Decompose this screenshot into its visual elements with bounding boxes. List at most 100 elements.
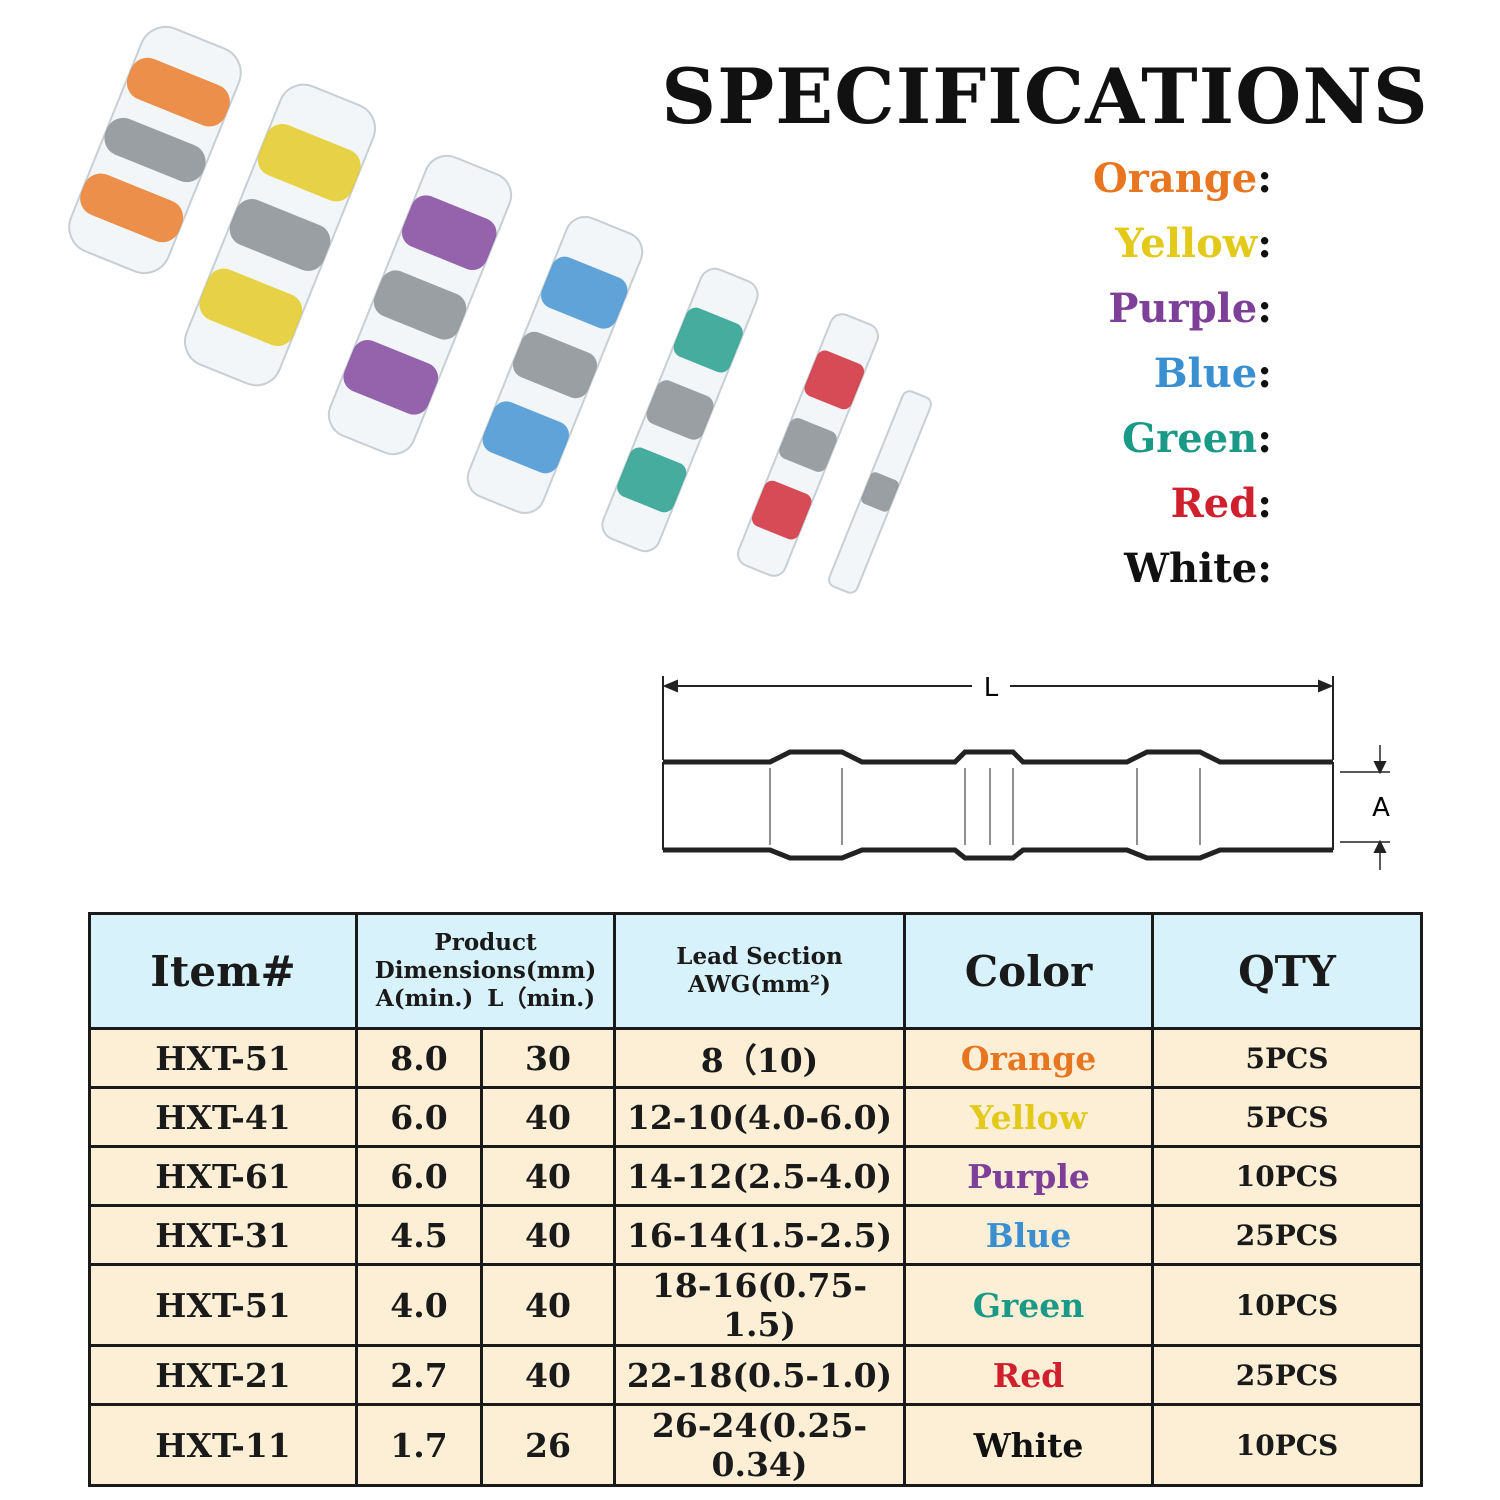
connector	[601, 267, 759, 553]
solder-band	[861, 472, 899, 512]
key-row: Yellow:	[1000, 220, 1272, 285]
table-cell: 4.0	[355, 1263, 483, 1347]
table-cell: Green	[903, 1263, 1155, 1347]
key-separator: :	[1257, 415, 1272, 462]
table-cell: HXT-51	[88, 1027, 358, 1089]
table-cell: 26	[479, 1403, 617, 1487]
key-label: Blue	[1153, 350, 1258, 397]
table-cell: HXT-51	[88, 1263, 358, 1347]
solder-band	[373, 270, 467, 340]
connector	[68, 25, 242, 275]
table-cell: White	[903, 1403, 1155, 1487]
table-row: HXT-11 1.7 26 26-24(0.25-0.34) White 10PCS	[88, 1403, 1424, 1487]
connector-photos	[68, 25, 932, 594]
solder-band	[512, 331, 598, 399]
connector	[828, 390, 932, 594]
key-separator: :	[1257, 350, 1272, 397]
table-cell: Blue	[903, 1204, 1155, 1266]
key-separator: :	[1257, 220, 1272, 267]
table-cell: 2.7	[355, 1344, 483, 1406]
solder-band	[646, 380, 714, 440]
header-label: Lead Section	[676, 943, 843, 970]
table-cell: 26-24(0.25-0.34)	[613, 1403, 907, 1487]
table-cell: 10PCS	[1151, 1403, 1424, 1487]
table-row: HXT-21 2.7 40 22-18(0.5-1.0) Red 25PCS	[88, 1344, 1424, 1406]
color-band	[673, 307, 743, 373]
key-label: Yellow	[1115, 220, 1258, 267]
key-row: White:	[1000, 545, 1272, 610]
key-row: Red:	[1000, 480, 1272, 545]
key-label: Red	[1170, 480, 1258, 527]
key-row: Green:	[1000, 415, 1272, 480]
table-cell: 16-14(1.5-2.5)	[613, 1204, 907, 1266]
key-label: White	[1124, 545, 1258, 592]
column-header: Color	[903, 912, 1155, 1030]
header-sub-label: A(min.)	[375, 985, 474, 1012]
header-label: Product Dimensions(mm)	[374, 929, 597, 984]
key-label: Purple	[1108, 285, 1258, 332]
key-row: Orange:	[1000, 155, 1272, 220]
key-separator: :	[1257, 285, 1272, 332]
color-band	[751, 480, 812, 540]
color-band	[199, 268, 303, 347]
table-cell: 5PCS	[1151, 1086, 1424, 1148]
table-row: HXT-51 8.0 30 8（10) Orange 5PCS	[88, 1027, 1424, 1089]
key-label: Orange	[1092, 155, 1258, 202]
table-cell: 14-12(2.5-4.0)	[613, 1145, 907, 1207]
header-sub-label: AWG(mm²)	[688, 971, 831, 998]
table-cell: 12-10(4.0-6.0)	[613, 1086, 907, 1148]
table-cell: 25PCS	[1151, 1344, 1424, 1406]
solder-band	[104, 117, 206, 183]
table-cell: 8.0	[355, 1027, 483, 1089]
key-separator: :	[1257, 155, 1272, 202]
color-band	[401, 195, 497, 271]
table-row: HXT-61 6.0 40 14-12(2.5-4.0) Purple 10PCS	[88, 1145, 1424, 1207]
table-cell: HXT-11	[88, 1403, 358, 1487]
key-row: Purple:	[1000, 285, 1272, 350]
table-cell: 22-18(0.5-1.0)	[613, 1344, 907, 1406]
table-cell: 10PCS	[1151, 1145, 1424, 1207]
table-cell: 40	[479, 1086, 617, 1148]
header-row: Item# Product Dimensions(mm) A(min.) L（min.…	[88, 912, 1424, 1030]
key-separator: :	[1257, 545, 1272, 592]
table-cell: Yellow	[903, 1086, 1155, 1148]
table-cell: 5PCS	[1151, 1027, 1424, 1089]
table-cell: Red	[903, 1344, 1155, 1406]
table-cell: 25PCS	[1151, 1204, 1424, 1266]
table-cell: HXT-61	[88, 1145, 358, 1207]
connector	[327, 154, 513, 456]
key-separator: :	[1257, 480, 1272, 527]
table-cell: 8（10)	[613, 1027, 907, 1089]
length-label: L	[984, 673, 999, 703]
color-band	[80, 173, 184, 243]
table-cell: 40	[479, 1145, 617, 1207]
table-cell: 40	[479, 1204, 617, 1266]
connector	[183, 83, 377, 387]
dimension-drawing	[662, 676, 1390, 870]
table-cell: HXT-21	[88, 1344, 358, 1406]
column-header: Item#	[88, 912, 358, 1030]
color-band	[804, 350, 865, 410]
header-sub-label: L（min.)	[487, 985, 596, 1012]
illustration: L A	[68, 25, 1390, 870]
table-cell: 1.7	[355, 1403, 483, 1487]
column-header: Lead Section AWG(mm²)	[613, 912, 907, 1030]
connector	[737, 313, 879, 577]
color-band	[541, 256, 628, 329]
table-row: HXT-51 4.0 40 18-16(0.75-1.5) Green 10PCS	[88, 1263, 1424, 1347]
header-sub: AWG(mm²)	[616, 971, 903, 999]
connector	[466, 215, 644, 515]
color-band	[343, 339, 439, 415]
column-header: QTY	[1151, 912, 1424, 1030]
table-row: HXT-41 6.0 40 12-10(4.0-6.0) Yellow 5PCS	[88, 1086, 1424, 1148]
table-cell: HXT-31	[88, 1204, 358, 1266]
solder-band	[229, 199, 331, 271]
header-label: QTY	[1238, 946, 1336, 996]
diameter-label: A	[1372, 793, 1390, 823]
solder-band	[779, 418, 837, 472]
header-label: Color	[964, 946, 1093, 996]
table-cell: 10PCS	[1151, 1263, 1424, 1347]
table-cell: 6.0	[355, 1086, 483, 1148]
table-row: HXT-31 4.5 40 16-14(1.5-2.5) Blue 25PCS	[88, 1204, 1424, 1266]
title: SPECIFICATIONS	[661, 52, 1429, 141]
